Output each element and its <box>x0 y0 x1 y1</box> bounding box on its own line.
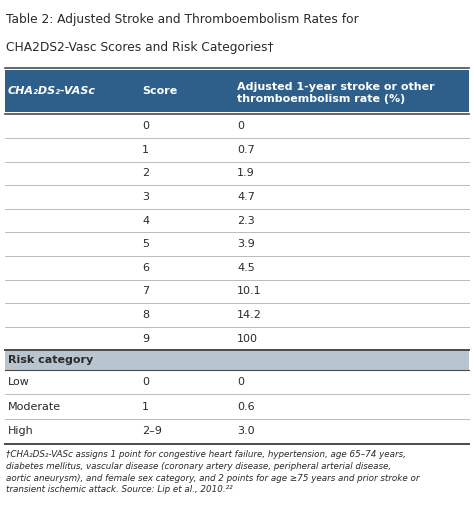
Text: Low: Low <box>8 377 30 387</box>
Text: 3.9: 3.9 <box>237 239 255 249</box>
Text: 1: 1 <box>142 402 149 412</box>
Text: 2.3: 2.3 <box>237 215 255 226</box>
Bar <box>5 350 469 370</box>
Text: 7: 7 <box>142 286 149 297</box>
Text: 8: 8 <box>142 310 149 320</box>
Text: †CHA₂DS₂-VASc assigns 1 point for congestive heart failure, hypertension, age 65: †CHA₂DS₂-VASc assigns 1 point for conges… <box>6 450 419 495</box>
Text: Table 2: Adjusted Stroke and Thromboembolism Rates for: Table 2: Adjusted Stroke and Thromboembo… <box>6 13 358 26</box>
Text: 5: 5 <box>142 239 149 249</box>
Text: 2–9: 2–9 <box>142 426 162 437</box>
Text: 10.1: 10.1 <box>237 286 262 297</box>
Text: 3: 3 <box>142 192 149 202</box>
Text: 4.5: 4.5 <box>237 263 255 273</box>
Text: 2: 2 <box>142 168 149 179</box>
Text: High: High <box>8 426 34 437</box>
Text: 4: 4 <box>142 215 149 226</box>
Text: CHA₂DS₂-VASc: CHA₂DS₂-VASc <box>8 86 96 96</box>
Text: 1.9: 1.9 <box>237 168 255 179</box>
Text: Risk category: Risk category <box>8 355 93 365</box>
Text: 0.6: 0.6 <box>237 402 255 412</box>
Text: 9: 9 <box>142 333 149 344</box>
Text: 100: 100 <box>237 333 258 344</box>
Text: 1: 1 <box>142 145 149 155</box>
Text: 4.7: 4.7 <box>237 192 255 202</box>
Text: CHA2DS2-Vasc Scores and Risk Categories†: CHA2DS2-Vasc Scores and Risk Categories† <box>6 41 273 54</box>
Text: 14.2: 14.2 <box>237 310 262 320</box>
Text: 0: 0 <box>142 377 149 387</box>
Text: 0: 0 <box>237 121 244 131</box>
Text: 6: 6 <box>142 263 149 273</box>
Text: 3.0: 3.0 <box>237 426 255 437</box>
Text: 0: 0 <box>237 377 244 387</box>
Text: Adjusted 1-year stroke or other
thromboembolism rate (%): Adjusted 1-year stroke or other thromboe… <box>237 82 435 105</box>
Text: 0: 0 <box>142 121 149 131</box>
Bar <box>5 70 469 112</box>
Text: Score: Score <box>142 86 177 96</box>
Text: Moderate: Moderate <box>8 402 61 412</box>
Text: 0.7: 0.7 <box>237 145 255 155</box>
